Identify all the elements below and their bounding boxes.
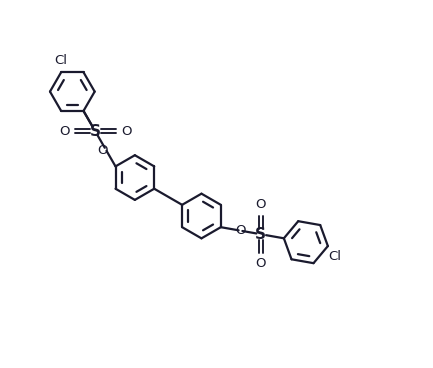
Text: O: O	[255, 257, 266, 270]
Text: O: O	[121, 125, 132, 138]
Text: O: O	[97, 144, 107, 157]
Text: S: S	[255, 227, 266, 242]
Text: S: S	[90, 124, 101, 139]
Text: O: O	[59, 125, 70, 138]
Text: Cl: Cl	[55, 54, 68, 67]
Text: Cl: Cl	[329, 250, 342, 263]
Text: O: O	[235, 224, 246, 237]
Text: O: O	[255, 198, 266, 211]
